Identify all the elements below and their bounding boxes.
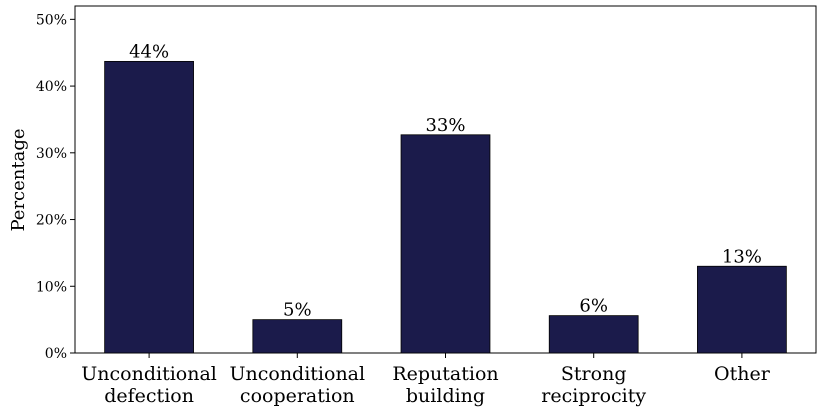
y-axis-title: Percentage — [8, 128, 29, 231]
data-labels: 44% 5% 33% 6% 13% — [129, 41, 762, 320]
bar-value-label: 33% — [425, 115, 465, 136]
y-tick-label: 20% — [36, 213, 67, 229]
y-tick-label: 0% — [45, 346, 67, 362]
x-tick-label: Unconditional — [229, 363, 365, 385]
y-axis: 0% 10% 20% 30% 40% 50% — [36, 12, 75, 362]
x-tick-label: building — [406, 385, 485, 407]
bar — [548, 315, 639, 354]
bar-value-label: 13% — [722, 246, 762, 267]
x-tick-label: reciprocity — [541, 385, 646, 407]
x-tick-label: Unconditional — [81, 363, 217, 385]
x-tick-label: Reputation — [392, 363, 498, 385]
bar-value-label: 44% — [129, 41, 169, 62]
bar-value-label: 6% — [579, 296, 608, 317]
bar — [104, 60, 194, 354]
x-tick-label: Strong — [561, 363, 627, 385]
y-tick-label: 40% — [36, 79, 67, 95]
bar — [697, 265, 787, 354]
bars — [104, 60, 787, 354]
x-axis: UnconditionaldefectionUnconditionalcoope… — [81, 353, 771, 407]
bar — [400, 134, 491, 354]
x-tick-label: Other — [714, 363, 771, 385]
bar-value-label: 5% — [283, 300, 312, 321]
x-tick-label: cooperation — [240, 385, 355, 407]
x-tick-label: defection — [104, 385, 194, 407]
y-tick-label: 10% — [36, 279, 67, 295]
y-tick-label: 30% — [36, 146, 67, 162]
bar — [252, 319, 343, 354]
y-tick-label: 50% — [36, 12, 67, 28]
